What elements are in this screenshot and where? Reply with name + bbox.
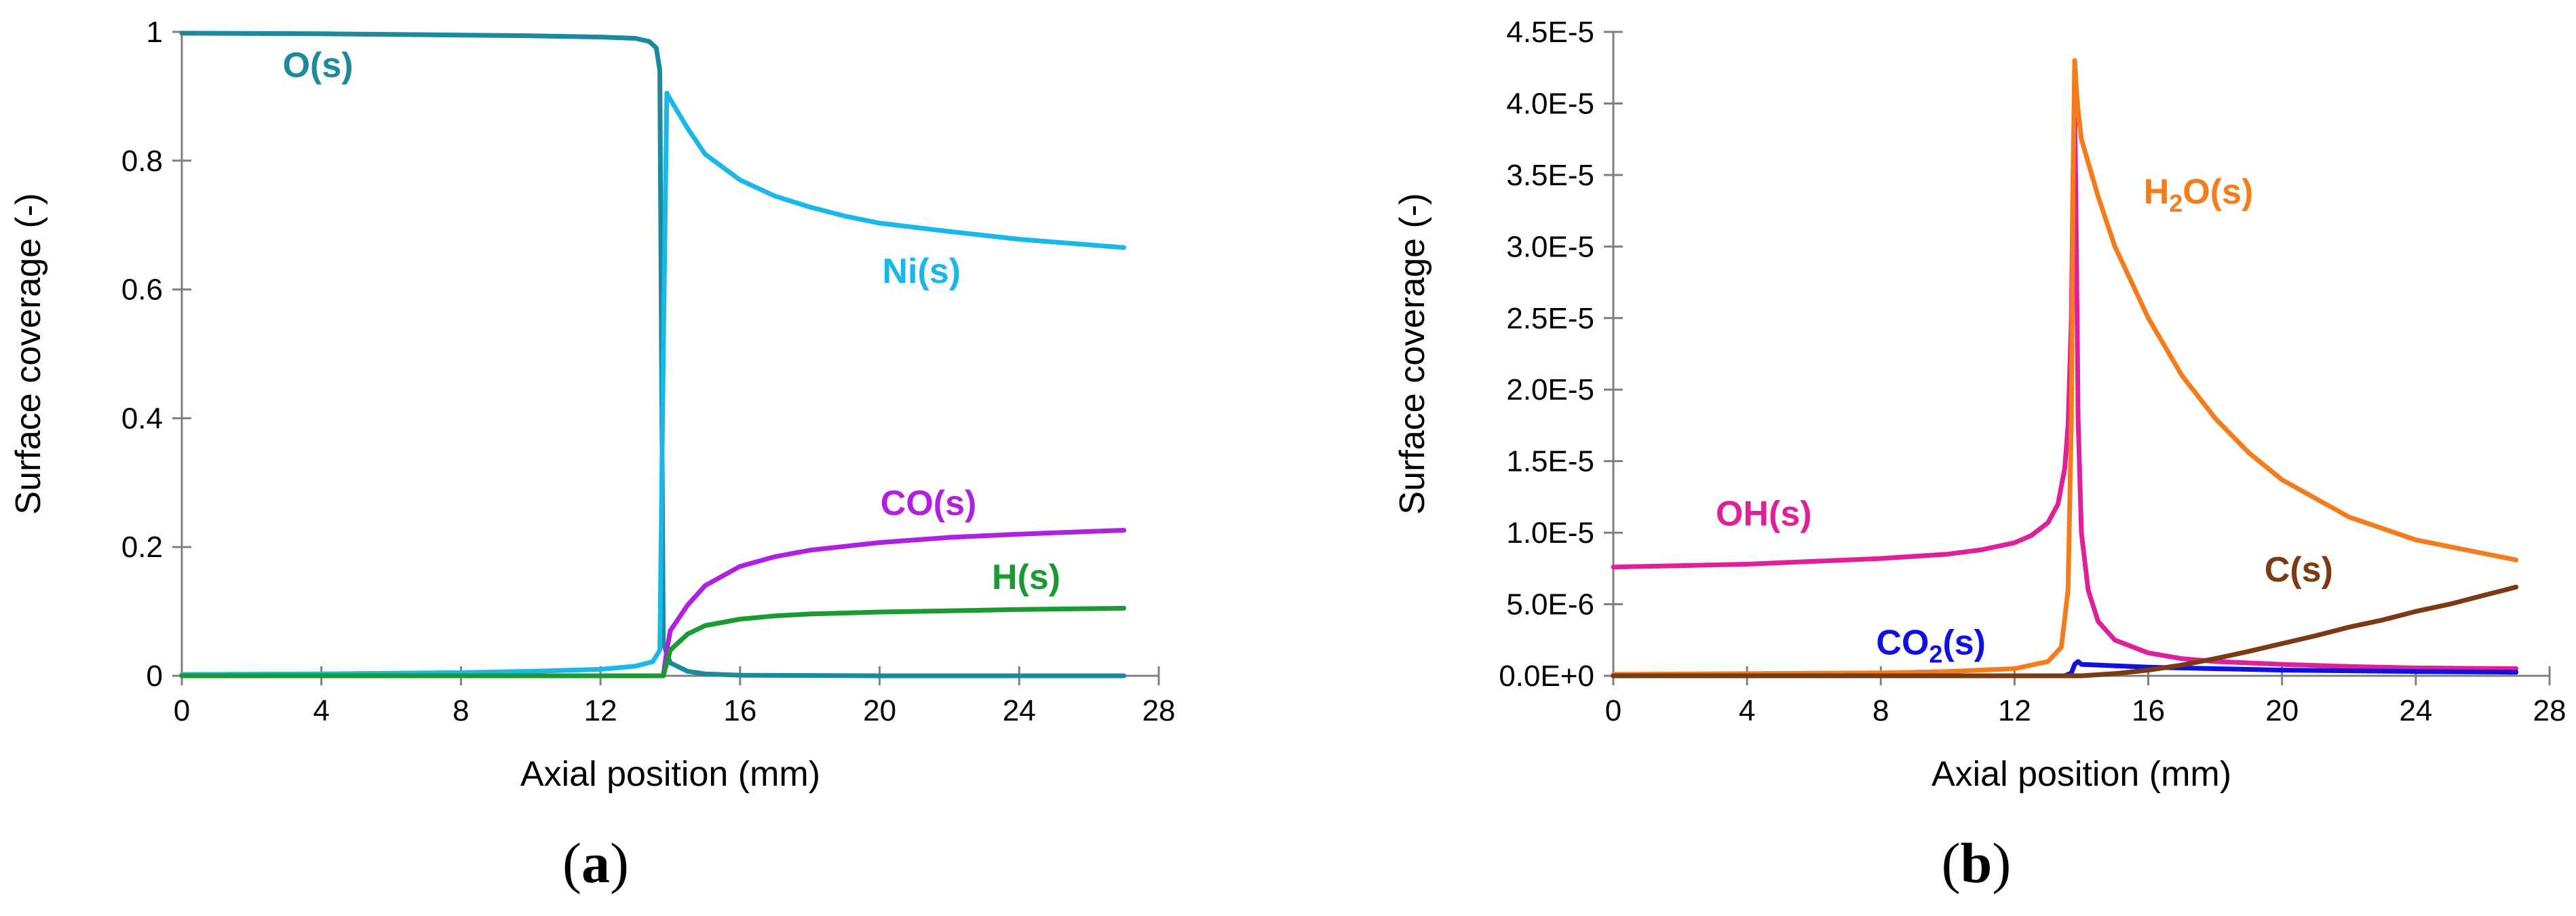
series-line-ohs — [1611, 100, 2519, 671]
y-tick-label: 3.5E-5 — [1506, 159, 1594, 192]
x-tick-label: 24 — [2399, 694, 2432, 727]
y-tick-label: 3.0E-5 — [1506, 230, 1594, 263]
y-tick-label: 4.5E-5 — [1506, 16, 1594, 49]
x-tick-label: 8 — [453, 694, 469, 727]
y-tick-label: 0 — [147, 660, 163, 693]
series-line-nis — [179, 90, 1127, 677]
x-tick-label: 4 — [1739, 694, 1755, 727]
y-tick-label: 1 — [147, 16, 163, 49]
series-line-hs — [179, 605, 1127, 679]
y-tick-label: 2.0E-5 — [1506, 373, 1594, 406]
x-tick-label: 16 — [723, 694, 756, 727]
series-label-os: O(s) — [283, 45, 353, 85]
series-label-nis: Ni(s) — [883, 252, 961, 291]
y-tick-label: 0.6 — [121, 273, 163, 307]
series-line-os — [179, 31, 1127, 679]
y-tick-label: 5.0E-6 — [1506, 588, 1594, 622]
y-axis-title: Surface coverage (-) — [9, 193, 48, 515]
y-tick-label: 4.0E-5 — [1506, 87, 1594, 120]
y-tick-label: 0.2 — [121, 531, 163, 564]
x-tick-label: 20 — [863, 694, 896, 727]
series-label-h2os: H2O(s) — [2144, 172, 2254, 217]
series-label-co2s: CO2(s) — [1876, 623, 1986, 668]
series-label-ohs: OH(s) — [1716, 495, 1812, 534]
x-tick-label: 24 — [1003, 694, 1036, 727]
x-tick-label: 12 — [1998, 694, 2031, 727]
x-tick-label: 8 — [1872, 694, 1889, 727]
y-tick-label: 0.0E+0 — [1499, 660, 1594, 693]
x-tick-label: 16 — [2132, 694, 2165, 727]
x-tick-label: 4 — [313, 694, 329, 727]
x-tick-label: 0 — [174, 694, 190, 727]
series-line-cos — [179, 528, 1127, 679]
series-label-hs: H(s) — [992, 558, 1060, 597]
panel-label: (a) — [562, 832, 629, 895]
chart-panel-b: 0 4 8 12 16 20 24 28 0.0E+0 5.0E-6 1.0E-5 1.5E-5 2.0… — [1393, 16, 2566, 895]
series-label-cs: C(s) — [2265, 550, 2333, 590]
x-tick-label: 0 — [1605, 694, 1621, 727]
x-tick-label: 12 — [584, 694, 617, 727]
x-tick-label: 28 — [1142, 694, 1176, 727]
panel-label: (b) — [1942, 832, 2012, 895]
series-label-cos: CO(s) — [881, 484, 977, 523]
chart-panel-a: 0 4 8 12 16 20 24 28 0 0.2 0.4 0.6 0.8 1 Axial positio… — [9, 16, 1175, 895]
y-tick-label: 2.5E-5 — [1506, 302, 1594, 335]
series-line-cs — [1611, 584, 2519, 679]
x-axis-title: Axial position (mm) — [1931, 755, 2231, 794]
x-tick-label: 28 — [2533, 694, 2567, 727]
x-tick-label: 20 — [2265, 694, 2299, 727]
y-tick-label: 1.0E-5 — [1506, 516, 1594, 550]
series-line-h2os — [1611, 58, 2519, 677]
y-tick-label: 1.5E-5 — [1506, 445, 1594, 478]
y-tick-label: 0.8 — [121, 145, 163, 178]
y-axis-title: Surface coverage (-) — [1393, 193, 1432, 515]
y-tick-label: 0.4 — [121, 402, 163, 435]
x-axis-title: Axial position (mm) — [520, 755, 820, 794]
